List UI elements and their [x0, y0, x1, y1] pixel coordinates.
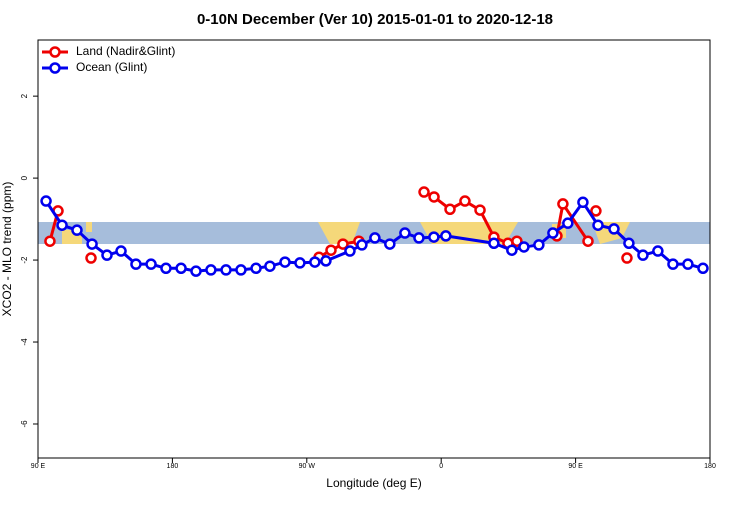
x-axis-label: Longitude (deg E)	[326, 476, 421, 490]
y-tick-label: -4	[20, 338, 29, 346]
point	[428, 191, 440, 203]
y-tick-label: 2	[20, 93, 29, 98]
point	[440, 230, 452, 242]
point	[428, 231, 440, 243]
point	[279, 256, 291, 268]
point	[488, 237, 500, 250]
point	[309, 256, 321, 268]
point	[294, 257, 306, 269]
point	[115, 245, 127, 257]
y-axis-label: XCO2 - MLO trend (ppm)	[0, 182, 14, 317]
point	[101, 249, 113, 261]
point	[399, 227, 411, 239]
x-tick-label: 180	[167, 463, 179, 470]
point	[264, 260, 276, 272]
point	[577, 196, 589, 209]
point	[320, 255, 332, 267]
point	[40, 195, 52, 207]
point	[85, 252, 97, 264]
legend-label: Land (Nadir&Glint)	[76, 44, 175, 58]
point	[369, 232, 381, 244]
point	[220, 264, 232, 276]
point	[337, 238, 349, 250]
point	[697, 262, 709, 275]
x-tick-label: 180	[704, 463, 716, 470]
point	[130, 258, 142, 270]
point	[621, 252, 633, 264]
x-tick-label: 90 W	[299, 463, 316, 470]
point	[590, 205, 602, 217]
point	[533, 239, 545, 251]
point	[667, 258, 679, 270]
point	[562, 217, 574, 229]
point	[637, 249, 649, 261]
point	[56, 219, 68, 231]
point	[356, 239, 368, 251]
point	[418, 186, 430, 198]
point	[608, 223, 620, 235]
chart-title: 0-10N December (Ver 10) 2015-01-01 to 20…	[197, 11, 553, 28]
point	[511, 235, 523, 247]
x-tick-label: 0	[439, 463, 443, 470]
point	[86, 238, 98, 250]
point	[384, 238, 396, 250]
point	[518, 241, 530, 253]
point	[413, 232, 425, 244]
point	[325, 244, 337, 256]
point	[652, 245, 664, 257]
plot-frame	[37, 39, 711, 459]
legend-marker	[49, 46, 61, 58]
point	[592, 219, 604, 231]
point	[582, 235, 594, 247]
point	[44, 235, 56, 247]
point	[205, 264, 217, 276]
legend-marker	[49, 62, 61, 74]
y-tick-label: 0	[20, 175, 29, 180]
point	[444, 203, 456, 215]
point	[190, 265, 202, 277]
point	[682, 258, 694, 270]
point	[547, 227, 559, 239]
point	[344, 245, 356, 257]
point	[145, 258, 157, 270]
point	[71, 224, 83, 236]
point	[557, 198, 569, 210]
point	[459, 195, 471, 207]
x-tick-label: 90 E	[31, 463, 46, 470]
point	[506, 244, 518, 256]
y-tick-label: -2	[20, 256, 29, 264]
point	[474, 204, 486, 216]
legend-label: Ocean (Glint)	[76, 60, 147, 74]
point	[175, 262, 187, 275]
point	[250, 262, 262, 275]
point	[623, 237, 635, 250]
y-tick-label: -6	[20, 420, 29, 428]
point	[160, 262, 172, 275]
x-tick-label: 90 E	[568, 463, 583, 470]
point	[235, 264, 247, 276]
